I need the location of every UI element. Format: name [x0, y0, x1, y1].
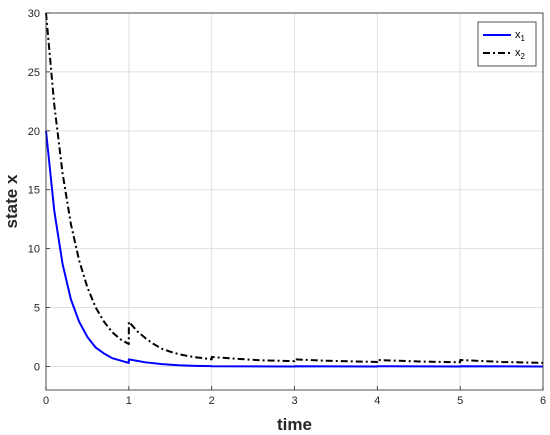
series-lines	[45, 12, 544, 368]
legend-label-x2: x2	[515, 47, 526, 61]
x-tick-label: 3	[291, 395, 297, 407]
x-tick-label: 5	[457, 395, 463, 407]
y-tick-label: 30	[28, 8, 40, 20]
y-axis-label: state x	[2, 174, 21, 228]
x-tick-label: 1	[126, 395, 132, 407]
y-tick-label: 15	[28, 185, 40, 197]
legend-label-x1: x1	[515, 29, 526, 43]
y-tick-label: 5	[34, 303, 40, 315]
x-tick-label: 0	[43, 395, 49, 407]
x-tick-label: 6	[540, 395, 546, 407]
x-axis-label: time	[277, 415, 312, 434]
x-tick-label: 4	[374, 395, 380, 407]
y-tick-label: 20	[28, 126, 40, 138]
y-tick-label: 25	[28, 67, 40, 79]
x-axis-ticks: 0 1 2 3 4 5 6	[43, 386, 546, 407]
legend-box	[477, 21, 537, 67]
y-axis-ticks: 0 5 10 15 20 25 30	[28, 8, 50, 373]
series-line-x2	[45, 12, 544, 364]
series-line-x1	[45, 130, 544, 368]
y-tick-label: 0	[34, 361, 40, 373]
x-tick-label: 2	[209, 395, 215, 407]
y-tick-label: 10	[28, 244, 40, 256]
